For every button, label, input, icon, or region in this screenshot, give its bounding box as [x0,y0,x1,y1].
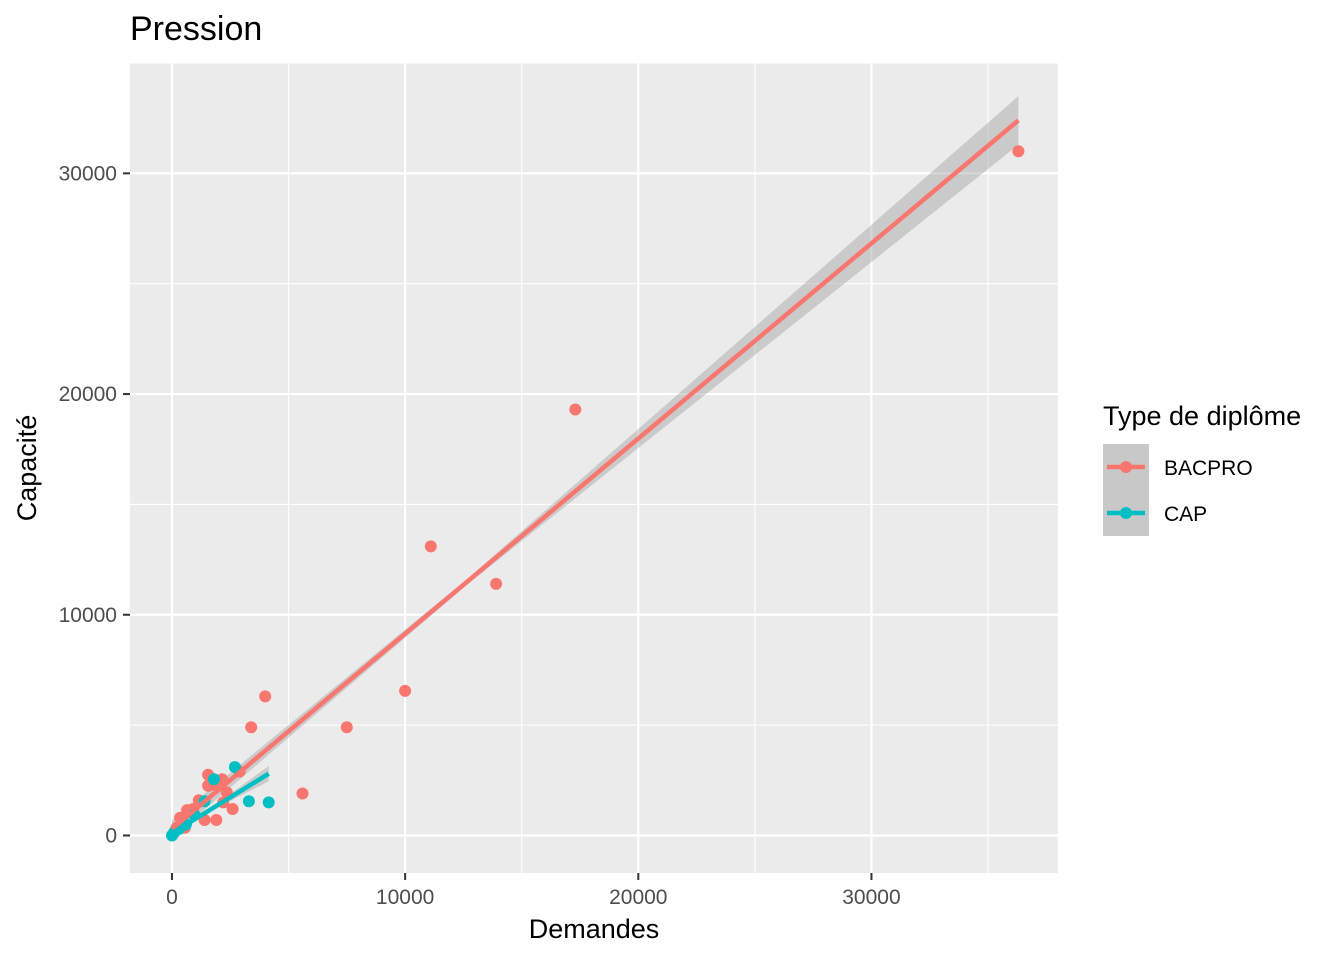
y-tick-label: 10000 [59,604,117,627]
legend-key-point-cap [1120,507,1132,519]
x-tick-label: 10000 [376,886,434,909]
legend-key-point-bacpro [1120,461,1132,473]
data-point-cap [228,761,241,774]
data-point-bacpro [490,577,503,590]
fit-line-cap [170,771,270,836]
plot-panel [130,63,1058,873]
data-point-bacpro [259,690,272,703]
data-point-bacpro [296,787,309,800]
legend-title: Type de diplôme [1103,401,1301,431]
x-tick-label: 30000 [842,886,900,909]
data-point-bacpro [424,540,437,553]
data-point-bacpro [210,814,223,826]
legend: Type de diplôme BACPRO CAP [1103,401,1301,536]
y-tick-label: 20000 [59,383,117,406]
x-tick-label: 20000 [609,886,667,909]
data-point-cap [242,795,255,808]
data-point-bacpro [399,684,412,697]
y-tick-label: 0 [105,824,117,847]
fit-line-bacpro [170,118,1020,831]
y-tick-label: 30000 [59,162,117,185]
data-point-bacpro [569,403,582,416]
x-axis-title: Demandes [529,914,660,944]
x-tick-label: 0 [166,886,178,909]
legend-label-cap: CAP [1164,503,1207,526]
y-axis-title: Capacité [12,415,42,522]
data-point-cap [207,773,220,786]
data-point-bacpro [226,803,239,815]
data-point-bacpro [340,721,353,734]
legend-label-bacpro: BACPRO [1164,457,1253,480]
data-point-cap [262,796,275,809]
chart-title: Pression [130,10,262,48]
data-point-bacpro [1012,145,1025,158]
data-point-bacpro [245,721,258,734]
